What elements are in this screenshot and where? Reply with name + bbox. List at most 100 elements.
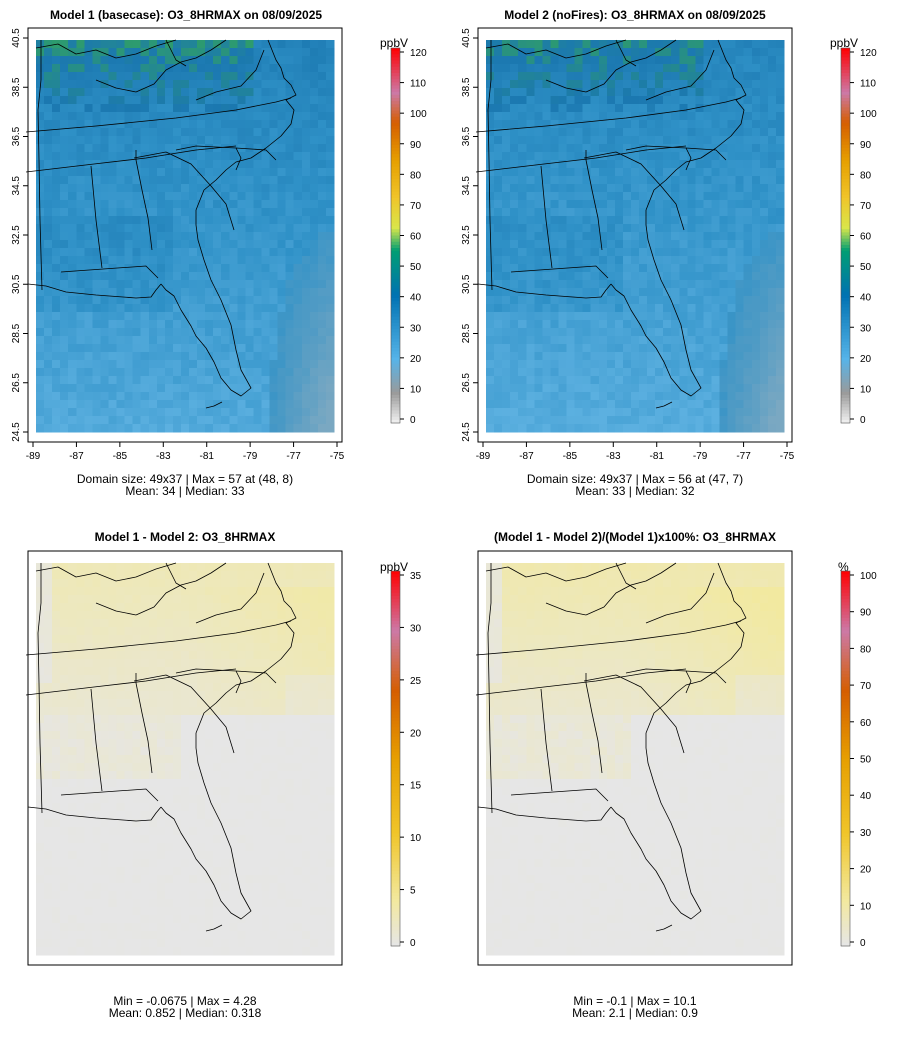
panel-3-title: Model 1 - Model 2: O3_8HRMAX [94, 530, 276, 544]
tn-southern-border [25, 145, 237, 173]
colorbar-tick-label: 70 [860, 201, 872, 212]
colorbar-frame [390, 570, 401, 947]
colorbar-tick-label: 5 [410, 886, 416, 897]
colorbar-tick-label: 20 [410, 728, 422, 739]
colorbar-tick-label: 70 [410, 201, 422, 212]
colorbar-tick-label: 10 [410, 833, 422, 844]
ms-al-border [540, 165, 553, 269]
colorbar-tick-label: 15 [410, 781, 422, 792]
wv-border [585, 39, 677, 93]
tn-northern-border [25, 620, 292, 656]
panel-3-footer-line2: Mean: 0.852 | Median: 0.318 [108, 1006, 262, 1020]
lat-tick-label: 28.5 [11, 323, 22, 343]
gulf-coast-north [27, 283, 162, 299]
panel-4-footer-line2: Mean: 2.1 | Median: 0.9 [572, 1006, 698, 1020]
atlantic-coast [195, 562, 297, 734]
florida-keys [655, 924, 673, 932]
colorbar-tick-label: 10 [860, 901, 872, 912]
al-ga-border-north [585, 159, 603, 251]
colorbar-tick-label: 110 [860, 79, 876, 90]
atlantic-coast [195, 39, 297, 211]
colorbar-1: 0 10 20 30 40 50 60 70 80 90 100 110 120 [390, 47, 427, 426]
ga-sc-border [133, 151, 235, 231]
panel-3-unit: ppbV [380, 560, 409, 574]
colorbar-tick-label: 10 [410, 384, 422, 395]
colorbar-tick-label: 30 [860, 323, 872, 334]
tn-southern-border [475, 668, 687, 696]
colorbar-tick-label: 80 [410, 170, 422, 181]
colorbar-tick-label: 50 [860, 755, 872, 766]
nc-sc-coast-border [235, 670, 277, 684]
axes-1: 24.5 26.5 28.5 30.5 32.5 34.5 36.5 38.5 40.5 -89 -… [11, 28, 345, 462]
colorbar-tick-label: 100 [860, 571, 877, 582]
concentration-field-2 [486, 40, 785, 433]
lon-tick-label: -75 [330, 451, 345, 462]
panel-4-title: (Model 1 - Model 2)/(Model 1)x100%: O3_8… [493, 530, 777, 544]
colorbar-tick-label: 40 [410, 293, 422, 304]
lon-tick-label: -77 [286, 451, 301, 462]
ky-northern-border [35, 39, 177, 59]
colorbar-tick-label: 90 [860, 140, 872, 151]
va-border [195, 49, 265, 101]
tn-southern-border [475, 145, 687, 173]
il-ms-west-border [487, 40, 493, 291]
colorbar-tick-label: 50 [860, 262, 872, 273]
florida-keys [655, 401, 673, 409]
lat-tick-label: 36.5 [461, 126, 472, 146]
panel-2-footer-line2: Mean: 33 | Median: 32 [575, 484, 695, 498]
tn-southern-border [25, 668, 237, 696]
lat-tick-label: 26.5 [461, 373, 472, 393]
al-fl-border [60, 788, 159, 802]
map-panel-3 [25, 550, 343, 966]
lat-tick-label: 38.5 [461, 77, 472, 97]
colorbar-tick-label: 120 [860, 48, 877, 59]
lat-tick-label: 32.5 [461, 225, 472, 245]
colorbar-tick-label: 20 [860, 354, 872, 365]
colorbar-4: 0 10 20 30 40 50 60 70 80 90 100 [840, 570, 877, 949]
colorbar-tick-label: 0 [410, 938, 416, 949]
lat-tick-label: 26.5 [11, 373, 22, 393]
panel-2-unit: ppbV [830, 36, 859, 50]
panel-3-footer: Min = -0.0675 | Max = 4.28 Mean: 0.852 |… [20, 995, 350, 1019]
state-boundaries-2 [475, 39, 747, 409]
ga-sc-border [583, 674, 685, 754]
wv-border [135, 562, 227, 616]
nc-sc-coast-border [685, 147, 727, 161]
al-fl-border [60, 265, 159, 279]
lon-tick-label: -75 [780, 451, 795, 462]
colorbar-tick-label: 30 [410, 623, 422, 634]
lon-tick-label: -85 [563, 451, 578, 462]
ky-wv-border [95, 602, 137, 616]
colorbar-tick-label: 30 [410, 323, 422, 334]
gulf-coast-north [477, 806, 612, 822]
al-fl-border [510, 788, 609, 802]
panel-1-title: Model 1 (basecase): O3_8HRMAX on 08/09/2… [49, 8, 323, 22]
lon-tick-label: -83 [606, 451, 621, 462]
al-ga-border-north [585, 682, 603, 774]
il-ms-west-border [37, 563, 43, 814]
lon-tick-label: -87 [519, 451, 534, 462]
ga-sc-border [583, 151, 685, 231]
lon-tick-label: -89 [26, 451, 41, 462]
florida-keys [205, 401, 223, 409]
colorbar-tick-label: 35 [410, 571, 422, 582]
tn-northern-border [475, 620, 742, 656]
panel-1-unit: ppbV [380, 36, 409, 50]
colorbar-tick-label: 40 [860, 791, 872, 802]
ms-al-border [90, 165, 103, 269]
lon-tick-label: -77 [736, 451, 751, 462]
gulf-coast-north [27, 806, 162, 822]
colorbar-tick-label: 10 [860, 384, 872, 395]
ky-northern-border [485, 39, 627, 59]
lat-tick-label: 34.5 [461, 176, 472, 196]
florida-coast [160, 733, 252, 920]
panel-2-title: Model 2 (noFires): O3_8HRMAX on 08/09/20… [504, 8, 766, 22]
ms-al-border [90, 688, 103, 792]
panel-1-footer-line1: Domain size: 49x37 | Max = 57 at (48, 8) [76, 472, 294, 486]
va-border [195, 572, 265, 624]
gulf-coast-north [477, 283, 612, 299]
colorbar-tick-label: 30 [860, 828, 872, 839]
colorbar-3: 0 5 10 15 20 25 30 35 [390, 570, 422, 949]
concentration-field-1 [36, 40, 335, 433]
state-boundaries-3 [25, 562, 297, 932]
